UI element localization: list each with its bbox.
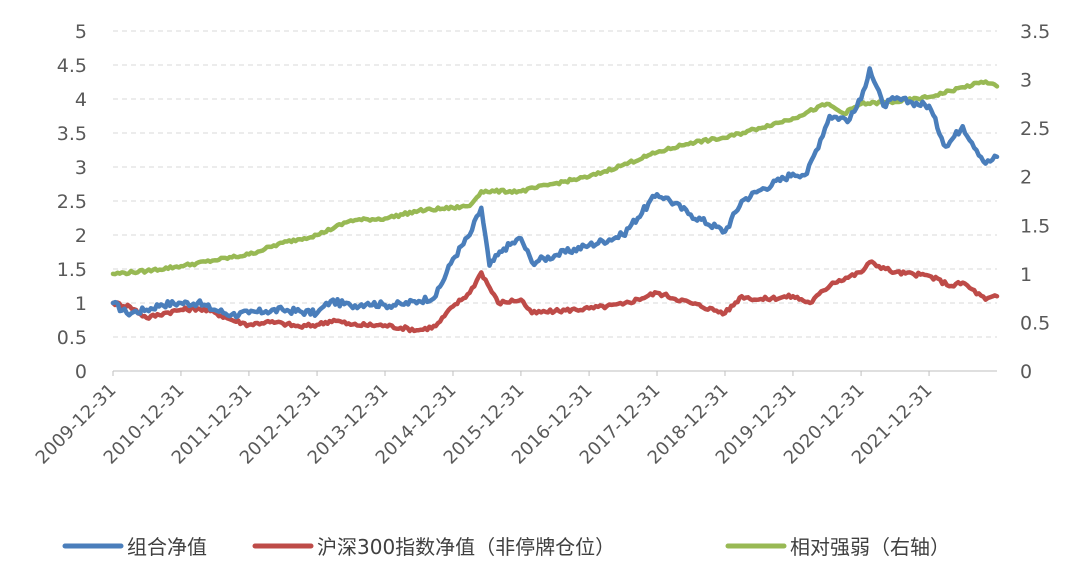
left-y-tick-label: 3 [75,157,87,179]
right-y-axis-tick-labels: 0 0.5 1 1.5 2 2.5 3 3.5 [1020,21,1050,383]
left-y-tick-label: 2.5 [57,191,87,213]
series-line-0 [110,66,1000,320]
series-lines [110,66,1000,334]
x-axis-tick-labels: 2009-12-312010-12-312011-12-312012-12-31… [32,371,937,469]
right-y-tick-label: 1 [1020,264,1032,286]
legend: 组合净值 沪深300指数净值（非停牌仓位） 相对强弱（右轴） [62,535,950,559]
legend-label-1: 沪深300指数净值（非停牌仓位） [317,535,615,559]
left-y-tick-label: 5 [75,21,87,43]
right-y-tick-label: 3 [1020,70,1032,92]
right-y-tick-label: 0 [1020,361,1032,383]
right-y-tick-label: 3.5 [1020,21,1050,43]
right-y-tick-label: 2.5 [1020,118,1050,140]
left-y-tick-label: 4 [75,89,87,111]
right-y-tick-label: 0.5 [1020,312,1050,334]
legend-label-0: 组合净值 [127,535,207,559]
series-line-1 [110,259,1000,334]
gridlines [113,30,997,338]
left-y-tick-label: 3.5 [57,123,87,145]
right-y-tick-label: 2 [1020,167,1032,189]
left-y-tick-label: 0.5 [57,327,87,349]
left-y-tick-label: 2 [75,225,87,247]
right-y-tick-label: 1.5 [1020,215,1050,237]
left-y-tick-label: 1 [75,293,87,315]
left-y-tick-label: 1.5 [57,259,87,281]
left-y-axis-tick-labels: 0 0.5 1 1.5 2 2.5 3 3.5 4 4.5 5 [57,21,87,383]
series-line-2 [110,79,1000,277]
left-y-tick-label: 0 [75,361,87,383]
legend-label-2: 相对强弱（右轴） [790,535,950,559]
left-y-tick-label: 4.5 [57,55,87,77]
